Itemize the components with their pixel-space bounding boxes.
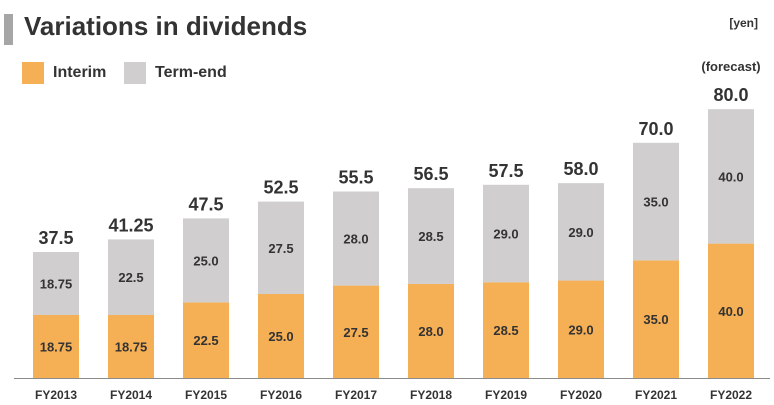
bar-interim — [108, 315, 154, 378]
bar-interim — [633, 260, 679, 378]
bar-term-end — [558, 183, 604, 281]
bar-term-end — [183, 218, 229, 303]
forecast-annotation: (forecast) — [701, 59, 760, 74]
total-label: 70.0 — [638, 119, 673, 139]
total-label: 37.5 — [38, 228, 73, 248]
legend-item-term-end: Term-end — [124, 62, 227, 84]
bar-interim — [183, 302, 229, 378]
data-label-interim: 28.5 — [493, 323, 518, 338]
title-accent-bar — [4, 14, 13, 45]
bar-interim — [258, 294, 304, 378]
total-label: 58.0 — [563, 159, 598, 179]
total-label: 52.5 — [263, 178, 298, 198]
legend-swatch-term-end — [124, 62, 146, 84]
data-label-term-end: 29.0 — [568, 225, 593, 240]
bar-term-end — [708, 109, 754, 244]
data-label-term-end: 40.0 — [718, 169, 743, 184]
data-label-interim: 25.0 — [268, 329, 293, 344]
bar-interim — [408, 283, 454, 378]
data-label-term-end: 29.0 — [493, 227, 518, 242]
chart-title: Variations in dividends — [24, 11, 308, 41]
total-label: 47.5 — [188, 194, 223, 214]
total-label: 55.5 — [338, 168, 373, 188]
x-tick-label: FY2013 — [35, 388, 77, 402]
bar-term-end — [333, 191, 379, 286]
bar-interim — [558, 280, 604, 378]
x-tick-label: FY2017 — [335, 388, 377, 402]
legend-label-term-end: Term-end — [155, 64, 227, 81]
legend-swatch-interim — [22, 62, 44, 84]
bar-term-end — [483, 184, 529, 283]
bar-term-end — [408, 188, 454, 284]
data-label-term-end: 35.0 — [643, 195, 668, 210]
data-label-interim: 22.5 — [193, 333, 218, 348]
bar-interim — [708, 243, 754, 378]
total-label: 57.5 — [488, 161, 523, 181]
data-label-interim: 27.5 — [343, 325, 368, 340]
bar-interim — [333, 285, 379, 378]
data-label-term-end: 25.0 — [193, 253, 218, 268]
data-label-term-end: 27.5 — [268, 241, 293, 256]
data-label-interim: 18.75 — [40, 340, 73, 355]
bar-term-end — [258, 201, 304, 294]
legend-label-interim: Interim — [53, 64, 107, 81]
bar-interim — [33, 315, 79, 378]
total-label: 56.5 — [413, 164, 448, 184]
x-tick-label: FY2019 — [485, 388, 527, 402]
bar-term-end — [33, 252, 79, 315]
x-tick-label: FY2016 — [260, 388, 302, 402]
data-label-interim: 40.0 — [718, 304, 743, 319]
data-label-interim: 35.0 — [643, 312, 668, 327]
total-label: 80.0 — [713, 85, 748, 105]
x-tick-label: FY2021 — [635, 388, 677, 402]
data-label-interim: 18.75 — [115, 340, 148, 355]
data-label-term-end: 28.0 — [343, 232, 368, 247]
x-tick-label: FY2014 — [110, 388, 152, 402]
x-tick-label: FY2015 — [185, 388, 227, 402]
data-label-interim: 28.0 — [418, 324, 443, 339]
data-label-term-end: 18.75 — [40, 277, 73, 292]
x-tick-label: FY2018 — [410, 388, 452, 402]
total-label: 41.25 — [108, 215, 153, 235]
bar-interim — [483, 282, 529, 378]
x-tick-label: FY2020 — [560, 388, 602, 402]
legend-item-interim: Interim — [22, 62, 106, 84]
unit-label: [yen] — [729, 16, 758, 30]
data-label-term-end: 22.5 — [118, 270, 143, 285]
bar-term-end — [108, 239, 154, 315]
data-label-term-end: 28.5 — [418, 229, 443, 244]
x-tick-label: FY2022 — [710, 388, 752, 402]
data-label-interim: 29.0 — [568, 322, 593, 337]
bar-term-end — [633, 142, 679, 261]
